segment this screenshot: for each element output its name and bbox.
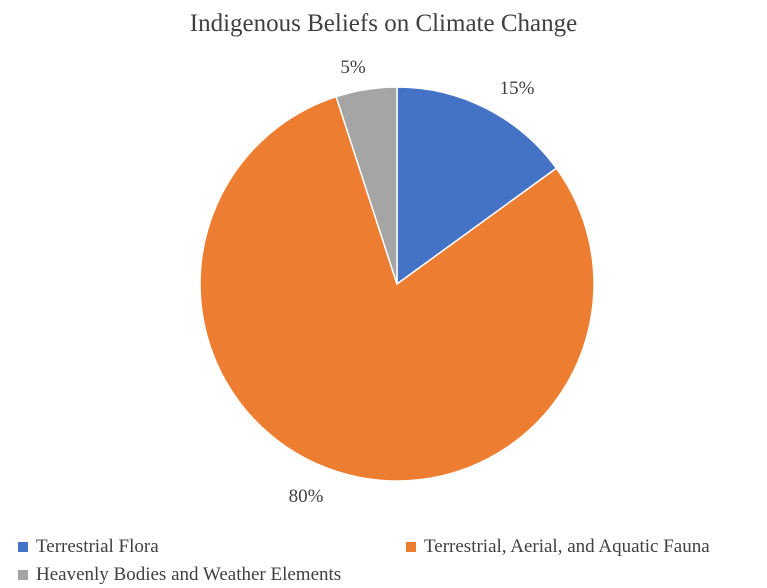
slice-terrestrial-flora (396, 86, 558, 286)
legend-swatch-fauna (406, 542, 416, 552)
data-label-terrestrial-flora: 15% (500, 78, 535, 99)
legend-item-terrestrial-flora: Terrestrial Flora (18, 536, 159, 558)
legend-label-heavenly-bodies: Heavenly Bodies and Weather Elements (36, 564, 342, 585)
chart-title: Indigenous Beliefs on Climate Change (189, 10, 578, 37)
pie-data-labels: 15% 80% 5% (289, 57, 535, 507)
data-label-heavenly-bodies: 5% (340, 57, 366, 78)
data-label-fauna: 80% (289, 486, 324, 507)
legend-item-heavenly-bodies: Heavenly Bodies and Weather Elements (18, 564, 341, 586)
legend-label-terrestrial-flora: Terrestrial Flora (36, 536, 159, 557)
slice-fauna (199, 95, 595, 482)
legend-swatch-terrestrial-flora (18, 542, 28, 552)
slice-heavenly-bodies (335, 86, 398, 285)
legend-swatch-heavenly-bodies (18, 570, 28, 580)
pie-slices (199, 86, 595, 482)
legend-item-fauna: Terrestrial, Aerial, and Aquatic Fauna (406, 536, 710, 558)
legend-label-fauna: Terrestrial, Aerial, and Aquatic Fauna (424, 536, 710, 557)
